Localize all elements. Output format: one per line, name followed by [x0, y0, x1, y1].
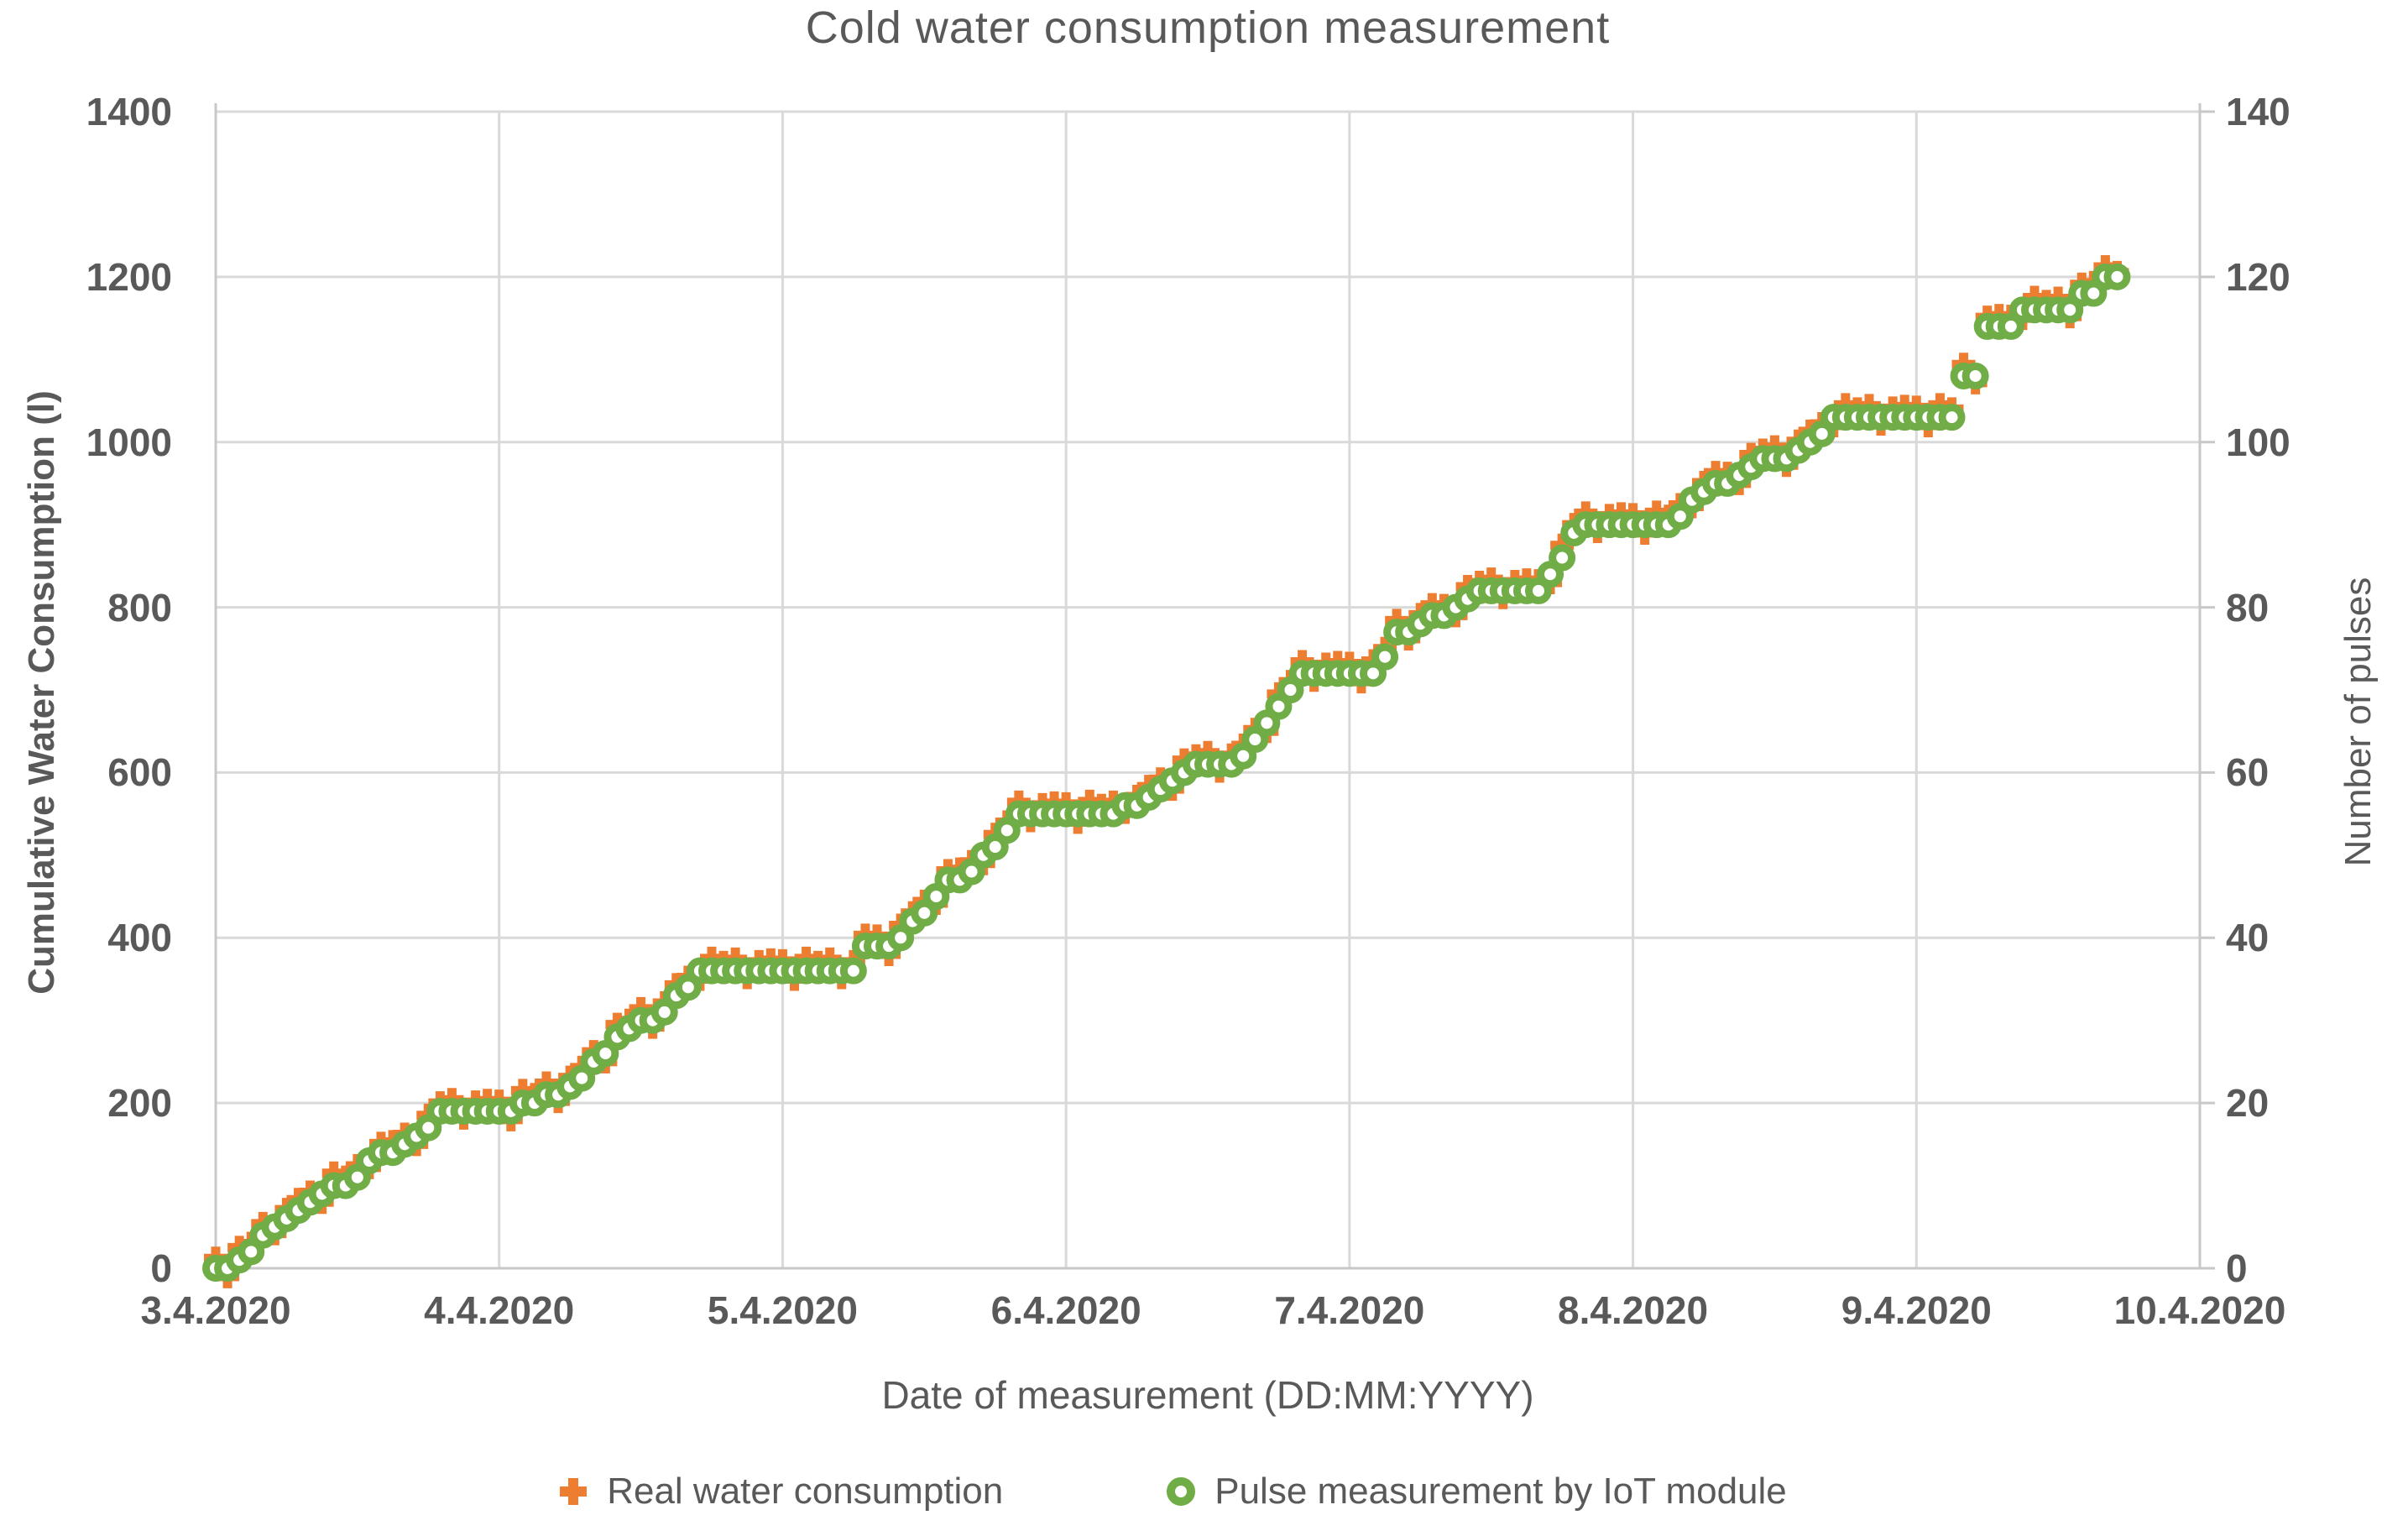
pulse-measurement-marker	[839, 957, 867, 985]
pulse-measurement-marker	[1230, 742, 1257, 770]
legend-label-real: Real water consumption	[607, 1471, 1004, 1512]
pulse-measurement-marker	[1938, 404, 1966, 431]
ring-icon	[1167, 1477, 1196, 1506]
pulse-measurement-marker	[1241, 726, 1269, 754]
chart-title: Cold water consumption measurement	[805, 3, 1611, 53]
pulse-measurement-marker	[674, 974, 702, 1001]
x-axis-tick-label: 3.4.2020	[140, 1288, 291, 1332]
data-series	[202, 255, 2131, 1288]
right-axis-tick-label: 100	[2226, 420, 2290, 464]
left-axis-tick-label: 1200	[86, 254, 172, 299]
right-axis-tick-label: 20	[2226, 1081, 2270, 1126]
left-axis-tick-label: 800	[107, 585, 172, 630]
pulse-measurement-marker	[1549, 544, 1576, 572]
left-axis-tick-label: 400	[107, 916, 172, 960]
pulse-measurement-marker	[343, 1163, 371, 1191]
x-axis-title: Date of measurement (DD:MM:YYYY)	[881, 1373, 1534, 1417]
right-axis-title: Number of pulses	[2337, 577, 2379, 867]
right-axis-tick-label: 80	[2226, 585, 2270, 630]
pulse-measurement-marker	[415, 1114, 442, 1142]
pulse-measurement-marker	[1997, 312, 2024, 340]
pulse-measurement-marker	[911, 899, 938, 927]
left-axis-tick-label: 1400	[86, 90, 172, 133]
legend-item-real: Real water consumption	[555, 1471, 1003, 1512]
pulse-measurement-marker	[1253, 709, 1281, 737]
pulse-measurement-marker	[1666, 503, 1694, 530]
pulse-measurement-marker	[2056, 296, 2084, 324]
x-axis-tick-label: 9.4.2020	[1841, 1288, 1992, 1332]
plus-icon	[560, 1478, 588, 1505]
right-axis-tick-label: 60	[2226, 750, 2270, 795]
right-axis-tick-label: 120	[2226, 254, 2290, 299]
right-axis-tick-label: 0	[2226, 1246, 2248, 1290]
left-axis-title: Cumulative Water Consumption (l)	[21, 390, 62, 995]
left-axis-tick-label: 600	[107, 750, 172, 795]
pulse-measurement-marker	[981, 833, 1009, 861]
pulse-measurement-marker	[1961, 362, 1989, 389]
pulse-measurement-marker	[650, 998, 678, 1026]
pulse-measurement-marker	[1360, 660, 1387, 687]
pulse-measurement-marker	[2080, 280, 2108, 307]
pulse-measurement-marker	[592, 1040, 619, 1068]
right-axis-tick-label: 140	[2226, 90, 2290, 133]
left-axis-tick-label: 1000	[86, 420, 172, 464]
pulse-measurement-marker	[958, 858, 985, 886]
legend-label-pulse: Pulse measurement by IoT module	[1214, 1471, 1787, 1512]
pulse-measurement-marker	[238, 1238, 265, 1266]
x-axis-tick-label: 10.4.2020	[2113, 1288, 2286, 1332]
pulse-measurement-marker	[1277, 677, 1304, 703]
pulse-measurement-marker	[1808, 420, 1836, 447]
axis-lines	[209, 103, 2215, 1270]
x-axis-tick-label: 5.4.2020	[707, 1288, 858, 1332]
right-axis-tick-label: 40	[2226, 916, 2270, 960]
legend-item-pulse: Pulse measurement by IoT module	[1162, 1471, 1787, 1512]
pulse-measurement-marker	[993, 817, 1021, 844]
pulse-measurement-marker	[887, 924, 915, 952]
x-axis-tick-label: 7.4.2020	[1274, 1288, 1425, 1332]
x-axis-tick-label: 8.4.2020	[1558, 1288, 1709, 1332]
pulse-measurement-marker	[568, 1064, 596, 1092]
pulse-measurement-marker	[1371, 643, 1399, 671]
left-axis-tick-label: 0	[150, 1246, 172, 1290]
x-axis-tick-label: 6.4.2020	[990, 1288, 1141, 1332]
pulse-measurement-marker	[922, 883, 950, 911]
chart-legend: Real water consumption Pulse measurement…	[0, 1471, 2342, 1512]
pulse-measurement-marker	[1537, 561, 1564, 588]
left-axis-tick-label: 200	[107, 1081, 172, 1126]
pulse-measurement-marker	[1525, 577, 1552, 604]
x-axis-tick-label: 4.4.2020	[424, 1288, 575, 1332]
pulse-measurement-marker	[2103, 263, 2131, 290]
pulse-measurement-marker	[1265, 692, 1293, 720]
